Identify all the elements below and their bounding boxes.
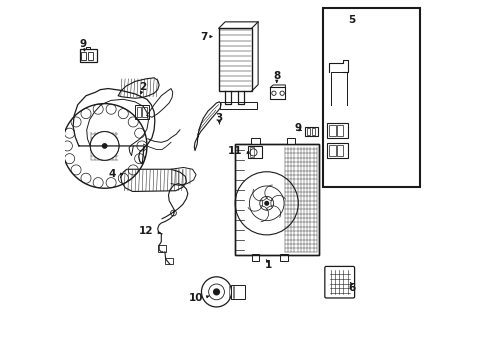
Text: 10: 10 [188,293,203,303]
Bar [234,144,318,255]
Bar [164,258,172,264]
Bar [326,123,348,138]
Bar [336,145,343,156]
Text: 9: 9 [80,39,86,49]
Bar [249,147,253,157]
Bar [328,145,335,156]
Bar [250,138,259,144]
Bar [251,254,258,261]
Text: 6: 6 [348,283,355,293]
Bar [336,125,343,135]
Text: 9: 9 [294,123,301,133]
Bar [88,52,93,60]
Text: 1: 1 [264,260,271,270]
Bar [80,49,97,62]
Text: 5: 5 [348,15,355,26]
Text: 2: 2 [139,82,145,92]
Circle shape [213,289,219,295]
Bar [305,127,317,136]
Bar [280,254,287,261]
Bar [220,102,257,109]
Text: 11: 11 [228,145,242,156]
Circle shape [91,132,118,159]
Text: 8: 8 [273,71,280,81]
Bar [234,144,318,255]
Bar [326,143,348,158]
Bar [306,129,310,135]
Bar [328,125,335,135]
Bar [142,107,146,117]
FancyBboxPatch shape [324,266,354,298]
Bar [322,8,419,187]
Bar [311,129,314,135]
Circle shape [264,202,268,205]
Circle shape [102,144,106,148]
Text: 3: 3 [215,113,223,123]
Text: 7: 7 [200,32,207,41]
Bar [135,105,148,119]
Text: 12: 12 [139,226,153,236]
Bar [230,285,244,299]
Bar [218,28,251,91]
Bar [137,107,141,117]
Text: 4: 4 [108,168,115,179]
Bar [81,52,86,60]
Bar [270,87,285,99]
Bar [286,138,295,144]
Bar [247,146,262,158]
Bar [158,245,166,252]
